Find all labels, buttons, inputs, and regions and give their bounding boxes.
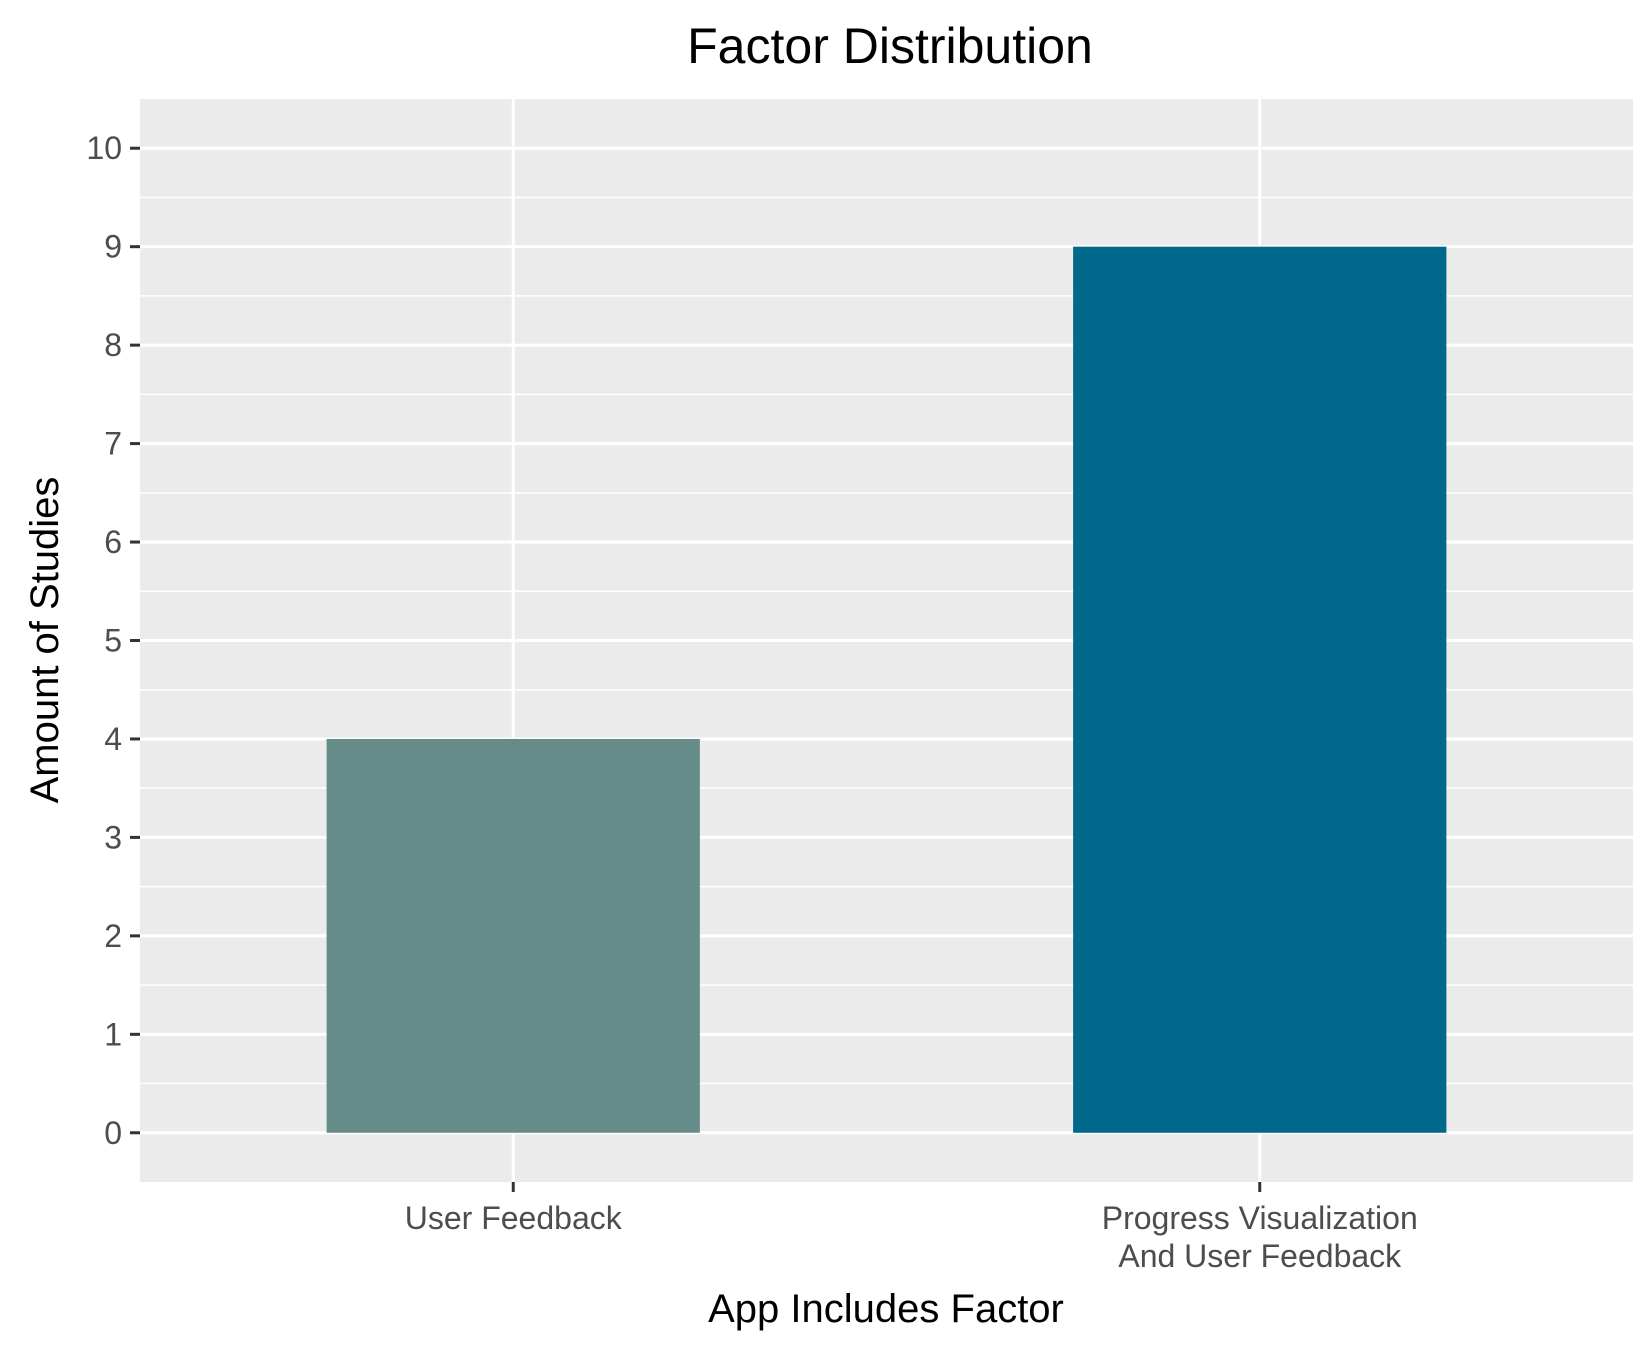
y-tick-label: 10 (86, 130, 122, 166)
x-axis-title: App Includes Factor (708, 1287, 1064, 1331)
y-tick-label: 0 (104, 1115, 122, 1151)
y-tick-label: 4 (104, 721, 122, 757)
chart-title: Factor Distribution (687, 18, 1093, 74)
y-tick-label: 9 (104, 229, 122, 265)
y-tick-label: 8 (104, 327, 122, 363)
x-tick-label: User Feedback (405, 1200, 623, 1236)
bar (326, 738, 700, 1133)
x-tick-label-line: User Feedback (405, 1200, 623, 1236)
y-tick-label: 5 (104, 623, 122, 659)
y-tick-label: 1 (104, 1016, 122, 1052)
y-tick-label: 7 (104, 426, 122, 462)
y-tick-label: 3 (104, 819, 122, 855)
y-tick-label: 6 (104, 524, 122, 560)
bar (1073, 246, 1447, 1133)
x-tick-label-line: And User Feedback (1118, 1238, 1402, 1274)
x-tick-label-line: Progress Visualization (1102, 1200, 1418, 1236)
x-tick-label: Progress Visualization And User Feedback (1102, 1200, 1418, 1274)
y-axis-title: Amount of Studies (23, 477, 67, 804)
bars (326, 246, 1447, 1133)
x-axis: User Feedback Progress Visualization And U… (405, 1182, 1418, 1274)
y-axis: 0 1 2 3 4 5 6 7 8 9 10 (86, 130, 140, 1151)
y-tick-label: 2 (104, 918, 122, 954)
